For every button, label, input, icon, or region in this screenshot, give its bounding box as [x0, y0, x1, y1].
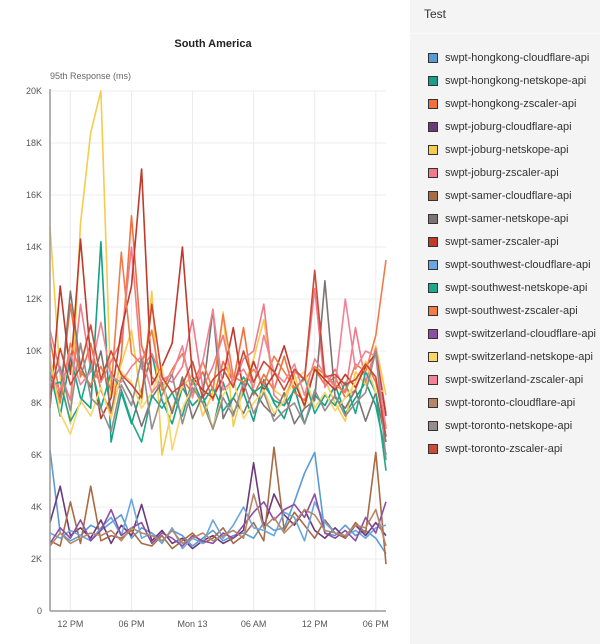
legend-label: swpt-hongkong-zscaler-api — [445, 97, 577, 110]
y-tick-label: 8K — [31, 398, 42, 408]
legend-label: swpt-southwest-cloudflare-api — [445, 258, 591, 271]
legend-label: swpt-switzerland-zscaler-api — [445, 373, 584, 386]
y-tick-label: 10K — [26, 346, 42, 356]
legend-label: swpt-toronto-netskope-api — [445, 419, 573, 432]
legend-item[interactable]: swpt-southwest-zscaler-api — [428, 299, 596, 322]
series-line-swpt-toronto-netskope-api[interactable] — [49, 342, 387, 461]
legend-panel: Test swpt-hongkong-cloudflare-api swpt-ho… — [410, 0, 600, 644]
y-tick-label: 18K — [26, 138, 42, 148]
legend-item[interactable]: swpt-joburg-netskope-api — [428, 138, 596, 161]
x-tick-label: 06 PM — [118, 619, 144, 629]
legend-label: swpt-samer-zscaler-api — [445, 235, 559, 248]
legend-swatch — [428, 121, 438, 132]
y-axis-label: 95th Response (ms) — [50, 71, 131, 81]
legend-label: swpt-samer-netskope-api — [445, 212, 569, 225]
legend-swatch — [428, 190, 438, 201]
x-tick-label: 12 PM — [302, 619, 328, 629]
legend-swatch — [428, 328, 438, 339]
legend-item[interactable]: swpt-switzerland-zscaler-api — [428, 368, 596, 391]
series-line-swpt-hongkong-cloudflare-api[interactable] — [49, 449, 387, 555]
legend-label: swpt-samer-cloudflare-api — [445, 189, 572, 202]
y-tick-label: 6K — [31, 450, 42, 460]
series-line-swpt-toronto-cloudflare-api[interactable] — [49, 493, 387, 547]
legend-item[interactable]: swpt-samer-zscaler-api — [428, 230, 596, 253]
legend-label: swpt-joburg-zscaler-api — [445, 166, 559, 179]
legend-label: swpt-toronto-zscaler-api — [445, 442, 563, 455]
y-tick-label: 16K — [26, 190, 42, 200]
legend-item[interactable]: swpt-southwest-netskope-api — [428, 276, 596, 299]
series-line-swpt-samer-cloudflare-api[interactable] — [49, 446, 387, 565]
legend-swatch — [428, 52, 438, 63]
legend-item[interactable]: swpt-hongkong-zscaler-api — [428, 92, 596, 115]
series-line-swpt-joburg-cloudflare-api[interactable] — [49, 461, 387, 550]
legend-item[interactable]: swpt-toronto-netskope-api — [428, 414, 596, 437]
series-line-swpt-samer-netskope-api[interactable] — [49, 279, 387, 443]
legend-swatch — [428, 236, 438, 247]
legend-item[interactable]: swpt-joburg-zscaler-api — [428, 161, 596, 184]
legend-item[interactable]: swpt-joburg-cloudflare-api — [428, 115, 596, 138]
legend-swatch — [428, 259, 438, 270]
y-tick-label: 14K — [26, 242, 42, 252]
legend-label: swpt-joburg-netskope-api — [445, 143, 569, 156]
y-tick-label: 2K — [31, 554, 42, 564]
legend-item[interactable]: swpt-samer-netskope-api — [428, 207, 596, 230]
legend-swatch — [428, 75, 438, 86]
legend-swatch — [428, 420, 438, 431]
y-tick-label: 20K — [26, 86, 42, 96]
y-tick-label: 4K — [31, 502, 42, 512]
legend-label: swpt-hongkong-cloudflare-api — [445, 51, 590, 64]
legend-label: swpt-southwest-zscaler-api — [445, 304, 578, 317]
legend-swatch — [428, 167, 438, 178]
x-tick-label: 06 PM — [363, 619, 389, 629]
series-line-swpt-hongkong-netskope-api[interactable] — [49, 241, 387, 456]
legend-swatch — [428, 397, 438, 408]
legend-item[interactable]: swpt-hongkong-netskope-api — [428, 69, 596, 92]
series-line-swpt-switzerland-zscaler-api[interactable] — [49, 298, 387, 430]
legend-label: swpt-switzerland-netskope-api — [445, 350, 593, 363]
legend-label: swpt-southwest-netskope-api — [445, 281, 588, 294]
legend-item[interactable]: swpt-southwest-cloudflare-api — [428, 253, 596, 276]
y-tick-label: 0 — [37, 606, 42, 616]
series-line-swpt-toronto-zscaler-api[interactable] — [49, 269, 387, 437]
legend-item[interactable]: swpt-hongkong-cloudflare-api — [428, 46, 596, 69]
legend-swatch — [428, 144, 438, 155]
line-chart: South America 95th Response (ms) 0 2K 4K 6K… — [26, 38, 389, 629]
x-tick-label: Mon 13 — [178, 619, 208, 629]
legend-swatch — [428, 443, 438, 454]
legend-label: swpt-hongkong-netskope-api — [445, 74, 587, 87]
legend-item[interactable]: swpt-samer-cloudflare-api — [428, 184, 596, 207]
legend-label: swpt-joburg-cloudflare-api — [445, 120, 572, 133]
legend-swatch — [428, 282, 438, 293]
legend-swatch — [428, 213, 438, 224]
legend: swpt-hongkong-cloudflare-api swpt-hongkon… — [428, 46, 596, 460]
legend-item[interactable]: swpt-switzerland-cloudflare-api — [428, 322, 596, 345]
legend-item[interactable]: swpt-toronto-zscaler-api — [428, 437, 596, 460]
series-line-swpt-samer-zscaler-api[interactable] — [49, 168, 387, 420]
legend-label: swpt-toronto-cloudflare-api — [445, 396, 576, 409]
legend-header: Test — [410, 0, 600, 34]
chart-title: South America — [174, 38, 252, 50]
legend-swatch — [428, 305, 438, 316]
legend-swatch — [428, 351, 438, 362]
legend-swatch — [428, 374, 438, 385]
x-tick-label: 06 AM — [241, 619, 267, 629]
y-tick-label: 12K — [26, 294, 42, 304]
legend-label: swpt-switzerland-cloudflare-api — [445, 327, 597, 340]
x-tick-label: 12 PM — [57, 619, 83, 629]
series-line-swpt-southwest-cloudflare-api[interactable] — [49, 498, 387, 550]
legend-swatch — [428, 98, 438, 109]
legend-item[interactable]: swpt-toronto-cloudflare-api — [428, 391, 596, 414]
legend-item[interactable]: swpt-switzerland-netskope-api — [428, 345, 596, 368]
